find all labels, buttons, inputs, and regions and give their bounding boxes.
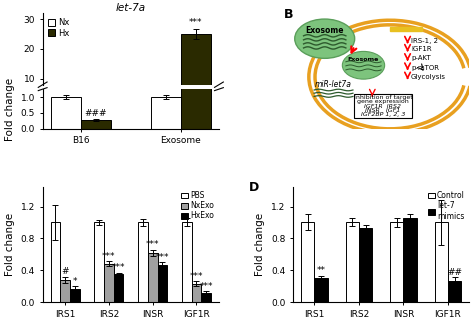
Circle shape [342,51,384,79]
Bar [182,222,191,302]
Text: miR-let7a: miR-let7a [315,80,352,89]
Text: ***: *** [112,263,125,272]
Text: ##: ## [447,268,462,277]
Bar [151,106,181,109]
Text: gene expression: gene expression [357,99,409,104]
Text: IRS-1, 2: IRS-1, 2 [411,38,438,44]
Text: p-mTOR: p-mTOR [411,65,439,71]
Text: Exosome: Exosome [348,57,379,62]
Bar [94,222,104,302]
Circle shape [295,19,355,58]
Text: ***: *** [155,253,169,262]
Bar [201,292,211,302]
Bar [448,281,461,302]
Text: ***: *** [189,18,203,27]
Y-axis label: Fold change: Fold change [5,213,15,276]
Text: ***: *** [190,272,203,281]
Bar [403,218,417,302]
Text: ***: *** [102,252,116,261]
Text: *: * [73,277,77,286]
Bar [151,97,181,129]
Bar [51,106,81,109]
Y-axis label: Fold change: Fold change [5,77,15,140]
Text: INSR   IGF1: INSR IGF1 [365,109,401,114]
Text: D: D [249,181,259,194]
Text: ***: *** [146,240,159,249]
Bar [301,222,314,302]
Bar [346,222,359,302]
Bar [70,289,80,302]
Bar [60,280,70,302]
Bar [157,265,167,302]
Bar [314,278,328,302]
Legend: PBS, NxExo, HxExo: PBS, NxExo, HxExo [181,191,215,221]
Text: ***: *** [200,282,213,290]
Text: ###: ### [84,109,107,118]
Bar [114,274,123,302]
Text: **: ** [317,267,326,276]
Text: IGF1R: IGF1R [411,46,432,52]
Bar [390,222,403,302]
Title: let-7a: let-7a [116,3,146,13]
Bar [81,108,111,109]
Y-axis label: Fold change: Fold change [255,213,265,276]
Text: IGF1R  IRS2: IGF1R IRS2 [365,104,401,109]
Bar [435,222,448,302]
Bar [51,222,60,302]
Bar [191,284,201,302]
Text: Exosome: Exosome [305,26,344,35]
Legend: Nx, Hx: Nx, Hx [47,18,70,39]
Text: Glycolysis: Glycolysis [411,74,446,80]
Text: Inhibition of target: Inhibition of target [354,95,412,100]
Bar [104,264,114,302]
Text: p-AKT: p-AKT [411,55,431,61]
Bar [138,222,148,302]
Legend: Control, let-7
mimics: Control, let-7 mimics [427,191,465,221]
Bar [148,253,157,302]
Bar [390,27,422,31]
Text: IGF2BP 1, 2, 3: IGF2BP 1, 2, 3 [361,113,405,118]
Text: B: B [284,8,294,21]
Bar [81,120,111,129]
FancyBboxPatch shape [354,94,412,118]
Bar [181,0,211,129]
Bar [359,228,372,302]
Bar [51,97,81,129]
Text: #: # [61,267,69,276]
Bar [181,34,211,109]
